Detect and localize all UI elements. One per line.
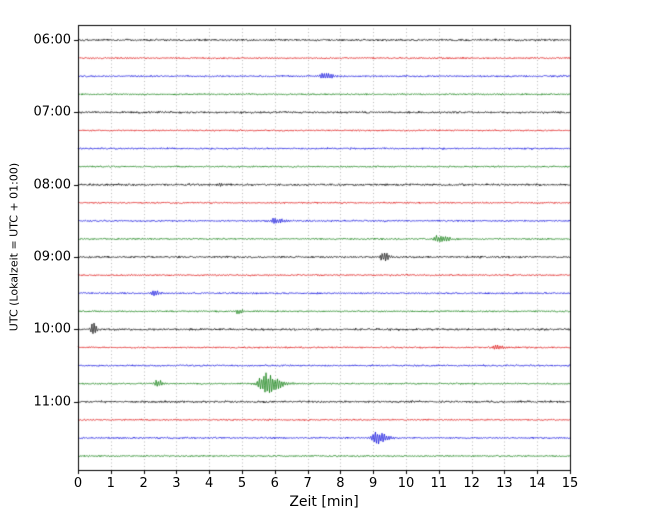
x-tick-label: 14 — [528, 476, 546, 491]
x-tick-label: 1 — [106, 476, 115, 491]
x-tick-label: 5 — [237, 476, 247, 491]
x-tick-label: 8 — [336, 476, 345, 491]
x-tick-label: 3 — [172, 476, 181, 491]
x-axis-label: Zeit [min] — [289, 494, 359, 510]
y-tick-label: 06:00 — [33, 32, 71, 48]
x-tick-label: 9 — [369, 476, 378, 491]
x-tick-label: 10 — [397, 476, 415, 491]
x-tick-label: 15 — [561, 476, 579, 491]
x-tick-label: 6 — [270, 476, 279, 491]
x-tick-label: 2 — [139, 476, 148, 491]
x-tick-label: 4 — [205, 476, 214, 491]
x-tick-label: 12 — [463, 476, 480, 491]
x-tick-label: 7 — [303, 476, 312, 491]
x-tick-label: 13 — [496, 476, 513, 491]
y-tick-label: 09:00 — [33, 249, 71, 265]
y-tick-label: 10:00 — [33, 321, 71, 337]
x-tick-label: 0 — [73, 476, 83, 491]
y-tick-label: 07:00 — [33, 104, 71, 120]
x-tick-label: 11 — [430, 476, 448, 491]
y-axis-label: UTC (Lokalzeit = UTC + 01:00) — [7, 162, 21, 332]
y-tick-label: 11:00 — [33, 394, 71, 410]
y-tick-label: 08:00 — [33, 177, 71, 193]
